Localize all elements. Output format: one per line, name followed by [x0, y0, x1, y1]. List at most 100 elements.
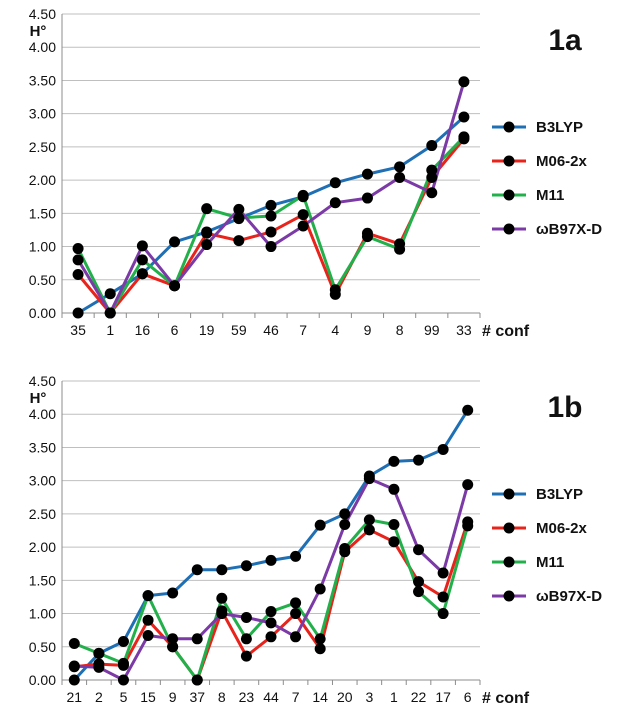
data-point — [72, 268, 84, 280]
data-point — [388, 519, 400, 531]
x-tick-label: 6 — [464, 689, 472, 705]
data-point — [314, 583, 326, 595]
y-tick-label: 1.50 — [29, 205, 56, 221]
data-point — [191, 564, 203, 576]
data-point — [201, 239, 213, 251]
x-tick-label: 44 — [263, 689, 279, 705]
y-axis-label: H° — [30, 23, 47, 40]
x-tick-label: 7 — [292, 689, 300, 705]
y-tick-label: 0.00 — [29, 305, 56, 321]
data-point — [233, 203, 245, 215]
data-point — [136, 240, 148, 252]
data-point — [142, 614, 154, 626]
legend-marker — [503, 522, 515, 534]
data-point — [216, 608, 228, 620]
x-tick-label: 14 — [312, 689, 328, 705]
x-axis-label: # conf — [482, 690, 530, 707]
legend-label: B3LYP — [536, 119, 583, 136]
data-point — [339, 542, 351, 554]
data-point — [265, 631, 277, 643]
data-point — [426, 187, 438, 199]
data-point — [233, 212, 245, 224]
y-tick-label: 1.50 — [29, 572, 56, 588]
x-tick-label: 17 — [435, 689, 451, 705]
data-point — [437, 591, 449, 603]
x-tick-label: 19 — [199, 322, 215, 338]
x-tick-label: 22 — [411, 689, 427, 705]
data-point — [329, 177, 341, 189]
legend-marker — [503, 223, 515, 235]
data-point — [361, 231, 373, 243]
x-tick-label: 4 — [331, 322, 339, 338]
y-tick-label: 3.50 — [29, 72, 56, 88]
data-point — [240, 560, 252, 572]
series-line — [76, 137, 466, 315]
data-point — [314, 633, 326, 645]
data-point — [426, 164, 438, 176]
y-tick-label: 0.50 — [29, 639, 56, 655]
data-point — [191, 633, 203, 645]
y-tick-label: 2.50 — [29, 139, 56, 155]
legend-label: B3LYP — [536, 486, 583, 503]
x-tick-label: 5 — [120, 689, 128, 705]
data-point — [68, 674, 80, 686]
x-tick-label: 33 — [456, 322, 472, 338]
data-point — [462, 404, 474, 416]
data-point — [104, 307, 116, 319]
data-point — [240, 612, 252, 624]
x-tick-label: 46 — [263, 322, 279, 338]
legend-marker — [503, 121, 515, 133]
data-point — [413, 576, 425, 588]
data-point — [201, 203, 213, 215]
legend-label: M11 — [536, 187, 564, 204]
data-point — [216, 592, 228, 604]
data-point — [462, 520, 474, 532]
x-tick-label: 8 — [218, 689, 226, 705]
data-point — [290, 631, 302, 643]
data-point — [233, 235, 245, 247]
x-tick-label: 6 — [171, 322, 179, 338]
data-point — [68, 660, 80, 672]
data-point — [437, 567, 449, 579]
data-point — [68, 637, 80, 649]
y-tick-label: 3.00 — [29, 473, 56, 489]
x-tick-label: 2 — [95, 689, 103, 705]
data-point — [329, 197, 341, 209]
y-tick-label: 0.50 — [29, 272, 56, 288]
data-point — [201, 227, 213, 239]
y-tick-label: 3.50 — [29, 439, 56, 455]
data-point — [290, 608, 302, 620]
x-tick-label: 35 — [70, 322, 86, 338]
data-point — [462, 479, 474, 491]
legend-label: M06-2x — [536, 520, 588, 537]
data-point — [413, 454, 425, 466]
data-point — [314, 519, 326, 531]
legend-label: M11 — [536, 554, 564, 571]
data-point — [117, 674, 129, 686]
data-point — [413, 586, 425, 598]
data-point — [388, 455, 400, 467]
legend-label: ωB97X-D — [536, 221, 602, 238]
x-tick-label: 59 — [231, 322, 247, 338]
data-point — [314, 643, 326, 655]
x-tick-label: 1 — [106, 322, 114, 338]
y-tick-label: 0.00 — [29, 672, 56, 688]
series-line — [72, 518, 470, 682]
chart-panel-1b: 0.00 0.50 1.00 1.50 2.00 2.50 3.00 3.50 4.00 4.50… — [29, 373, 602, 707]
data-point — [297, 189, 309, 201]
data-point — [136, 268, 148, 280]
data-point — [394, 171, 406, 183]
data-point — [240, 633, 252, 645]
y-tick-label: 1.00 — [29, 606, 56, 622]
data-point — [265, 554, 277, 566]
data-point — [93, 647, 105, 659]
data-point — [169, 280, 181, 292]
data-point — [265, 241, 277, 253]
x-tick-label: 9 — [169, 689, 177, 705]
data-point — [167, 641, 179, 653]
chart-title: 1a — [548, 24, 582, 57]
data-point — [265, 606, 277, 618]
data-point — [72, 307, 84, 319]
data-point — [72, 243, 84, 255]
